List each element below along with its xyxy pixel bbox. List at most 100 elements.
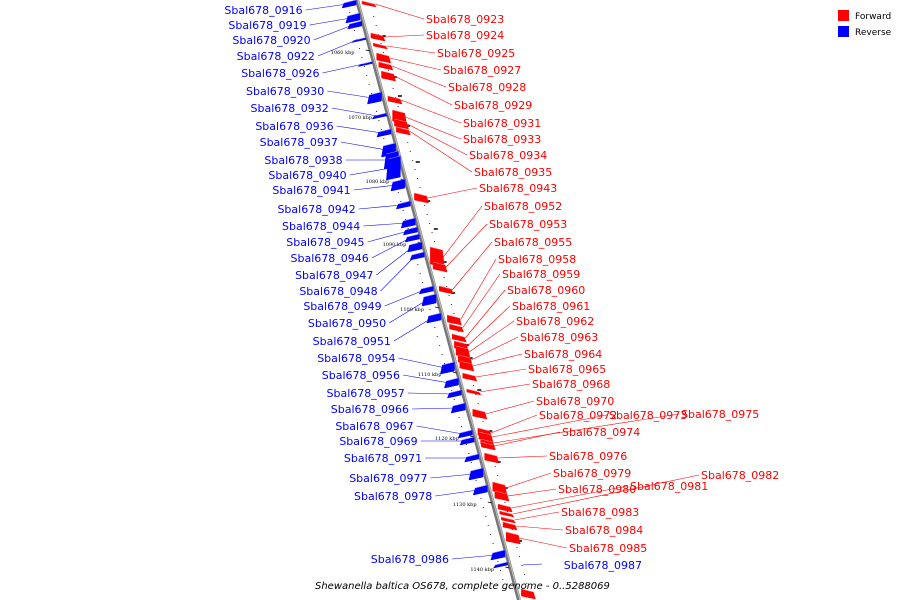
track-dot <box>504 588 506 589</box>
forward-gene-label[interactable]: Sbal678_0924 <box>426 29 504 42</box>
gene-shade <box>430 246 443 251</box>
gene-shade <box>409 241 422 246</box>
gene-shade <box>394 118 407 123</box>
reverse-gene-label[interactable]: Sbal678_0947 <box>295 269 373 282</box>
forward-gene-label[interactable]: Sbal678_0931 <box>463 117 541 130</box>
forward-gene-leader <box>465 289 506 339</box>
forward-gene-label[interactable]: Sbal678_0975 <box>681 408 759 421</box>
reverse-gene-label[interactable]: Sbal678_0971 <box>344 452 422 465</box>
forward-gene-label[interactable]: Sbal678_0958 <box>498 253 576 266</box>
reverse-gene-leader <box>393 317 433 342</box>
forward-gene-label[interactable]: Sbal678_0925 <box>437 47 515 60</box>
forward-gene-label[interactable]: Sbal678_0981 <box>630 480 708 493</box>
forward-gene-glyph <box>370 32 386 42</box>
reverse-gene-label[interactable]: Sbal678_0950 <box>308 317 386 330</box>
reverse-gene-label[interactable]: Sbal678_0978 <box>354 490 432 503</box>
reverse-gene-label[interactable]: Sbal678_0920 <box>232 34 310 47</box>
track-dot <box>378 120 380 121</box>
reverse-gene-label[interactable]: Sbal678_0932 <box>251 102 329 115</box>
track-dot <box>395 97 397 98</box>
reverse-gene-label[interactable]: Sbal678_0949 <box>303 300 381 313</box>
gene-shade <box>470 467 484 472</box>
reverse-gene-leader <box>430 473 475 479</box>
forward-gene-label[interactable]: Sbal678_0964 <box>524 348 602 361</box>
forward-gene-label[interactable]: Sbal678_0984 <box>565 524 643 537</box>
reverse-gene-glyph <box>457 429 473 439</box>
gene-shade <box>502 521 516 526</box>
forward-gene-label[interactable]: Sbal678_0929 <box>454 99 532 112</box>
forward-gene-leader <box>386 45 436 54</box>
reverse-gene-label[interactable]: Sbal678_0951 <box>313 335 391 348</box>
forward-gene-label[interactable]: Sbal678_0980 <box>558 483 636 496</box>
forward-gene-label[interactable]: Sbal678_0982 <box>701 469 779 482</box>
reverse-gene-label[interactable]: Sbal678_0922 <box>237 50 315 63</box>
forward-gene-label[interactable]: Sbal678_0955 <box>494 236 572 249</box>
gene-shade <box>492 549 505 554</box>
forward-gene-label[interactable]: Sbal678_0985 <box>569 542 647 555</box>
reverse-gene-label[interactable]: Sbal678_0942 <box>277 203 355 216</box>
gene-shade <box>498 503 511 508</box>
forward-gene-label[interactable]: Sbal678_0976 <box>549 450 627 463</box>
gene-shade <box>378 128 391 133</box>
forward-gene-leader <box>514 511 560 521</box>
forward-gene-label[interactable]: Sbal678_0979 <box>553 467 631 480</box>
track-dot <box>472 385 474 386</box>
reverse-gene-label[interactable]: Sbal678_0936 <box>255 120 333 133</box>
reverse-gene-label[interactable]: Sbal678_0987 <box>564 559 642 572</box>
reverse-gene-label[interactable]: Sbal678_0946 <box>291 252 369 265</box>
reverse-gene-label[interactable]: Sbal678_0954 <box>317 352 395 365</box>
reverse-gene-label[interactable]: Sbal678_0969 <box>339 435 417 448</box>
forward-gene-label[interactable]: Sbal678_0965 <box>528 363 606 376</box>
gene-shade <box>492 481 505 486</box>
forward-gene-label[interactable]: Sbal678_0960 <box>507 284 585 297</box>
reverse-gene-label[interactable]: Sbal678_0916 <box>224 4 302 17</box>
reverse-gene-label[interactable]: Sbal678_0966 <box>331 403 409 416</box>
forward-gene-leader <box>460 258 497 321</box>
forward-gene-label[interactable]: Sbal678_0962 <box>516 315 594 328</box>
forward-gene-label[interactable]: Sbal678_0974 <box>562 426 640 439</box>
forward-gene-label[interactable]: Sbal678_0968 <box>532 378 610 391</box>
gene-shade <box>439 285 452 290</box>
reverse-gene-label[interactable]: Sbal678_0967 <box>335 420 413 433</box>
reverse-gene-label[interactable]: Sbal678_0926 <box>241 67 319 80</box>
reverse-gene-leader <box>398 357 446 369</box>
reverse-gene-label[interactable]: Sbal678_0930 <box>246 85 324 98</box>
forward-gene-label[interactable]: Sbal678_0935 <box>474 166 552 179</box>
track-dot <box>383 138 385 139</box>
reverse-gene-label[interactable]: Sbal678_0941 <box>272 184 350 197</box>
forward-gene-label[interactable]: Sbal678_0961 <box>512 300 590 313</box>
gene-shade <box>447 314 460 319</box>
reverse-gene-label[interactable]: Sbal678_0986 <box>371 553 449 566</box>
reverse-gene-label[interactable]: Sbal678_0977 <box>349 472 427 485</box>
forward-gene-label[interactable]: Sbal678_0927 <box>443 64 521 77</box>
forward-gene-label[interactable]: Sbal678_0970 <box>536 395 614 408</box>
forward-gene-label[interactable]: Sbal678_0933 <box>463 133 541 146</box>
reverse-gene-label[interactable]: Sbal678_0938 <box>264 154 342 167</box>
forward-gene-label[interactable]: Sbal678_0923 <box>426 13 504 26</box>
forward-gene-label[interactable]: Sbal678_0972 <box>539 409 617 422</box>
reverse-gene-label[interactable]: Sbal678_0944 <box>282 220 360 233</box>
reverse-gene-leader <box>402 374 450 384</box>
reverse-gene-label[interactable]: Sbal678_0940 <box>268 169 346 182</box>
reverse-gene-label[interactable]: Sbal678_0937 <box>260 136 338 149</box>
track-dot <box>480 498 482 499</box>
backbone-layer <box>355 0 521 600</box>
gene-shade <box>452 333 465 338</box>
reverse-gene-leader <box>336 125 382 134</box>
gene-shade <box>374 112 387 117</box>
reverse-gene-label[interactable]: Sbal678_0956 <box>322 369 400 382</box>
reverse-gene-leader <box>384 289 425 307</box>
forward-gene-label[interactable]: Sbal678_0959 <box>502 268 580 281</box>
forward-gene-label[interactable]: Sbal678_0973 <box>609 409 687 422</box>
forward-gene-label[interactable]: Sbal678_0934 <box>469 149 547 162</box>
forward-gene-label[interactable]: Sbal678_0953 <box>489 218 567 231</box>
reverse-gene-label[interactable]: Sbal678_0957 <box>327 387 405 400</box>
forward-gene-label[interactable]: Sbal678_0928 <box>448 81 526 94</box>
forward-gene-label[interactable]: Sbal678_0943 <box>479 182 557 195</box>
forward-gene-label[interactable]: Sbal678_0983 <box>561 506 639 519</box>
reverse-gene-label[interactable]: Sbal678_0945 <box>286 236 364 249</box>
forward-gene-label[interactable]: Sbal678_0952 <box>484 200 562 213</box>
reverse-gene-label[interactable]: Sbal678_0919 <box>228 19 306 32</box>
forward-gene-label[interactable]: Sbal678_0963 <box>520 331 598 344</box>
reverse-gene-label[interactable]: Sbal678_0948 <box>299 285 377 298</box>
